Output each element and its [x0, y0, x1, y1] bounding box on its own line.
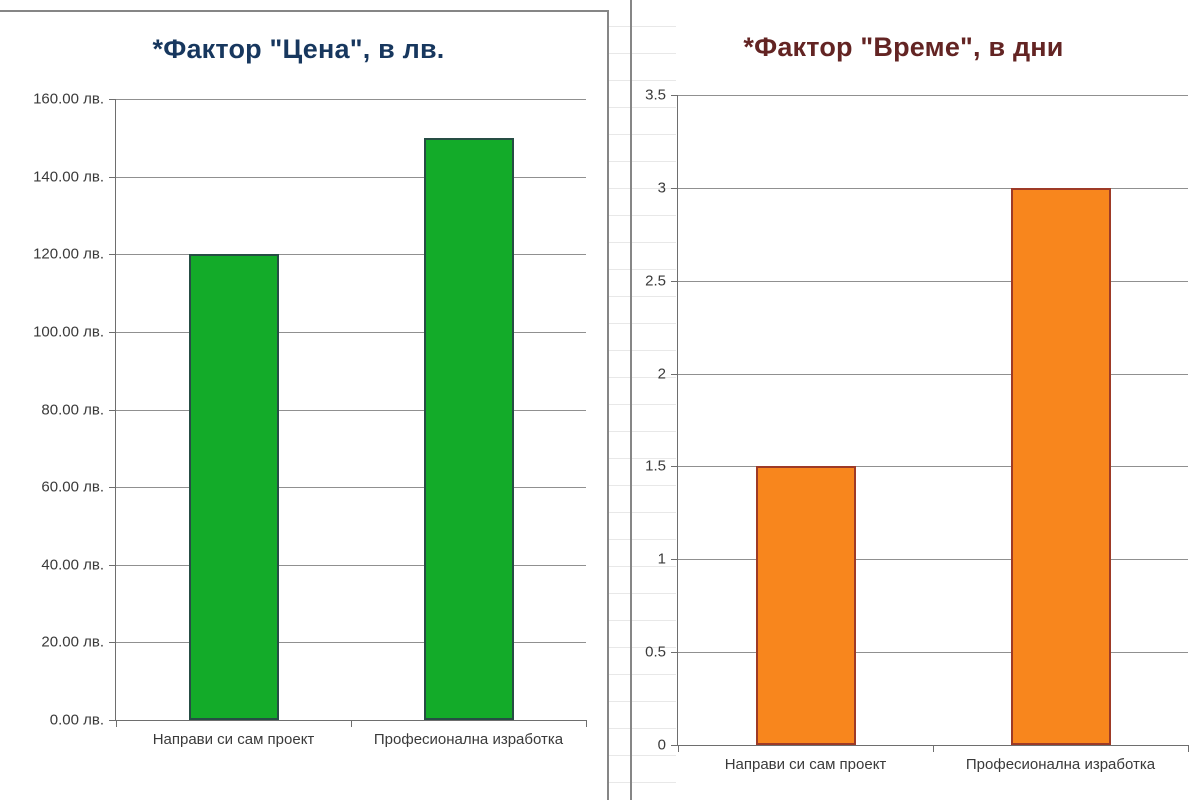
y-axis-tick — [671, 745, 678, 746]
y-axis-label: 160.00 лв. — [33, 90, 104, 108]
time-chart-plot: 3.5 3 2.5 2 1.5 1 0.5 0 Направи си сам проект Про… — [645, 87, 1189, 773]
y-axis-tick — [671, 373, 678, 375]
gridline — [116, 487, 586, 489]
gridline — [116, 564, 586, 566]
y-axis-tick — [671, 280, 678, 282]
gridline — [116, 99, 586, 100]
y-axis-label: 1 — [657, 550, 666, 568]
y-axis-label: 20.00 лв. — [41, 633, 104, 651]
time-chart-title: *Фактор "Време", в дни — [743, 32, 1064, 62]
bar — [423, 137, 514, 720]
y-axis-label: 2 — [657, 365, 666, 383]
y-axis-tick — [671, 95, 678, 96]
gridline — [116, 642, 586, 644]
y-axis-tick — [671, 652, 678, 654]
x-axis-tick — [678, 745, 679, 752]
y-axis-label: 1.5 — [645, 457, 666, 475]
gridline — [678, 187, 1188, 189]
spreadsheet-gridlines-background — [609, 0, 676, 800]
gridline — [678, 559, 1188, 561]
y-axis-label: 140.00 лв. — [33, 168, 104, 186]
x-axis-tick — [1188, 745, 1189, 752]
price-chart-plot: 160.00 лв. 140.00 лв. 120.00 лв. 100.00 лв.… — [33, 91, 587, 748]
x-axis-tick — [116, 720, 117, 727]
gridline — [116, 254, 586, 256]
x-axis-tick — [933, 745, 934, 752]
bar — [1010, 187, 1111, 745]
y-axis-label: 120.00 лв. — [33, 245, 104, 263]
category-label: Направи си сам проект — [724, 756, 887, 773]
x-axis-tick — [351, 720, 352, 727]
y-axis-label: 0 — [657, 736, 666, 754]
y-axis-label: 2.5 — [645, 272, 666, 290]
y-axis-tick — [109, 254, 116, 256]
x-axis-tick — [586, 720, 587, 727]
gridline — [116, 409, 586, 411]
bar — [188, 254, 279, 720]
y-axis-label: 100.00 лв. — [33, 323, 104, 341]
gridline — [116, 176, 586, 178]
gridline — [116, 331, 586, 333]
price-chart[interactable]: *Фактор "Цена", в лв. 160.00 лв. 140.00 л… — [0, 10, 609, 800]
gridline — [678, 95, 1188, 96]
y-axis-tick — [109, 409, 116, 411]
price-chart-title: *Фактор "Цена", в лв. — [152, 34, 445, 64]
y-axis-tick — [109, 176, 116, 178]
gridline — [678, 280, 1188, 282]
y-axis-label: 3.5 — [645, 86, 666, 104]
y-axis-label: 80.00 лв. — [41, 401, 104, 418]
gridline — [678, 373, 1188, 375]
y-axis-tick — [109, 642, 116, 644]
y-axis-tick — [109, 331, 116, 333]
y-axis-tick — [109, 99, 116, 100]
y-axis-tick — [109, 564, 116, 566]
y-axis-label: 0.5 — [645, 643, 666, 661]
gridline — [678, 466, 1188, 468]
y-axis-label: 3 — [657, 179, 666, 197]
y-axis-tick — [671, 466, 678, 468]
bar — [755, 466, 856, 745]
y-axis-label: 40.00 лв. — [41, 556, 104, 574]
y-axis-tick — [109, 720, 116, 721]
y-axis-label: 0.00 лв. — [49, 711, 104, 729]
y-axis-tick — [109, 487, 116, 489]
category-label: Направи си сам проект — [152, 731, 315, 748]
y-axis-tick — [671, 559, 678, 561]
y-axis-label: 60.00 лв. — [41, 478, 104, 496]
category-label: Професионална изработка — [373, 731, 564, 748]
category-label: Професионална изработка — [965, 756, 1156, 773]
time-chart[interactable]: *Фактор "Време", в дни 3.5 3 2.5 2 1.5 1 0.5 0 Н… — [630, 0, 1200, 800]
gridline — [678, 652, 1188, 654]
y-axis-tick — [671, 187, 678, 189]
